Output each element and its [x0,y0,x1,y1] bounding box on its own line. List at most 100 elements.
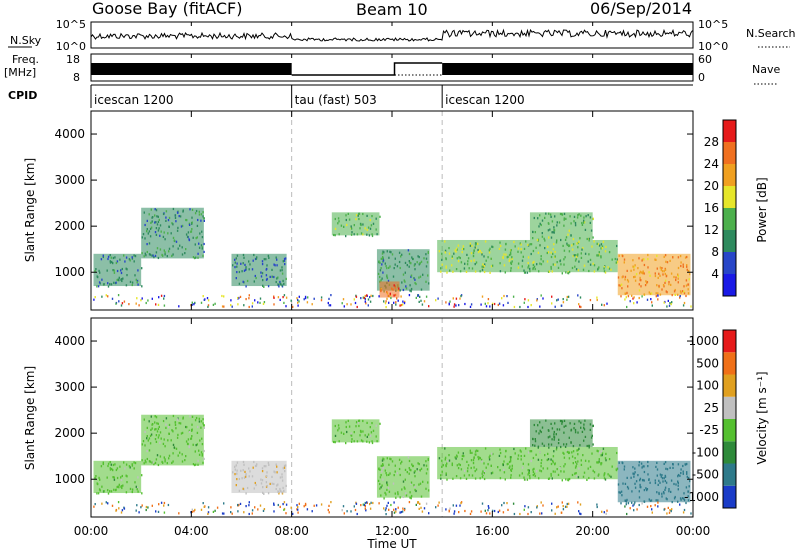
power-noise-cell [147,299,149,302]
power-noise-cell [646,298,649,301]
velocity-echo-cell [490,464,492,467]
velocity-noise-cell [297,505,299,509]
velocity-echo-cell [548,477,551,480]
power-noise-cell [136,297,138,300]
velocity-echo-cell [131,463,133,466]
power-noise-cell [577,294,579,297]
power-echo-cell [274,264,276,267]
power-echo-cell [243,256,245,259]
power-echo-cell [416,261,418,264]
velocity-echo-cell [198,453,201,456]
velocity-echo-cell [141,492,143,495]
velocity-echo-cell [142,440,145,443]
velocity-echo-cell [245,492,247,495]
velocity-noise-cell [657,501,659,504]
velocity-noise-cell [93,505,95,508]
velocity-echo-cell [114,463,116,466]
velocity-echo-cell [203,424,205,427]
power-noise-cell [388,301,390,304]
velocity-echo-cell [686,472,688,475]
velocity-echo-cell [187,438,190,441]
velocity-echo-cell [389,472,391,475]
velocity-echo-cell [600,454,602,457]
power-echo-cell [656,284,658,287]
velocity-echo-cell [572,462,574,465]
velocity-noise-cell [191,510,193,513]
velocity-echo-cell [148,460,151,463]
power-echo-cell [591,245,593,248]
velocity-echo-cell [238,477,241,481]
velocity-echo-cell [509,458,512,461]
power-noise-cell [259,297,262,300]
velocity-echo-cell [201,453,203,456]
power-noise-cell [498,302,501,305]
velocity-echo-cell [195,463,197,466]
velocity-echo-cell [146,450,148,453]
velocity-echo-cell [451,463,453,467]
velocity-echo-cell [550,474,552,477]
velocity-echo-cell [150,433,153,436]
power-echo-cell [131,257,134,260]
velocity-echo-cell [656,474,658,477]
velocity-echo-cell [552,459,554,462]
power-noise-cell [251,302,254,305]
velocity-echo-cell [107,489,109,492]
velocity-echo-cell [112,463,115,467]
velocity-echo-cell [410,469,412,472]
velocity-echo-cell [477,458,480,461]
velocity-echo-cell [101,485,103,488]
velocity-echo-cell [110,490,113,493]
power-echo-cell [685,284,688,287]
velocity-echo-cell [547,458,550,461]
velocity-noise-cell [245,505,247,508]
velocity-echo-cell [543,444,545,447]
velocity-echo-cell [116,485,118,489]
velocity-noise-cell [372,501,374,505]
power-noise-cell [671,301,673,304]
power-echo-cell [646,281,649,284]
power-noise-cell [448,303,450,306]
velocity-echo-cell [685,486,688,489]
velocity-echo-cell [547,429,550,432]
power-echo-cell [242,280,244,283]
velocity-echo-cell [597,461,600,464]
velocity-noise-cell [327,508,329,512]
velocity-echo-cell [465,477,468,480]
velocity-echo-cell [126,475,128,478]
velocity-echo-cell [630,476,632,479]
power-echo-cell [156,215,158,218]
cpid-mode-label: tau (fast) 503 [295,93,377,107]
velocity-colorbar-tick: -500 [692,468,719,482]
power-echo-cell [543,237,545,240]
velocity-echo-cell [177,418,179,421]
velocity-noise-cell [363,503,366,507]
velocity-noise-cell [523,508,525,511]
velocity-echo-cell [618,461,620,464]
velocity-echo-cell [174,421,177,424]
power-echo-cell [459,270,462,273]
velocity-noise-cell [670,510,672,513]
power-echo-cell [533,216,535,220]
power-noise-cell [303,298,305,301]
power-echo-cell [469,242,471,245]
velocity-echo-cell [134,481,136,484]
velocity-echo-cell [278,492,280,495]
power-echo-cell [544,216,546,219]
velocity-echo-cell [456,464,458,467]
velocity-echo-cell [415,489,417,493]
velocity-noise-cell [578,510,580,513]
power-echo-cell [662,273,664,276]
power-echo-cell [679,255,682,258]
power-echo-cell [172,253,174,256]
power-echo-cell [353,224,355,227]
power-echo-cell [686,268,688,271]
freq-tick-top: 18 [66,53,80,66]
velocity-noise-cell [633,503,635,506]
velocity-echo-cell [569,422,571,425]
velocity-noise-cell [484,509,486,512]
velocity-echo-cell [338,440,340,443]
velocity-echo-cell [503,471,506,474]
velocity-echo-cell [135,485,137,488]
velocity-echo-cell [193,464,196,467]
velocity-noise-cell [311,510,313,513]
